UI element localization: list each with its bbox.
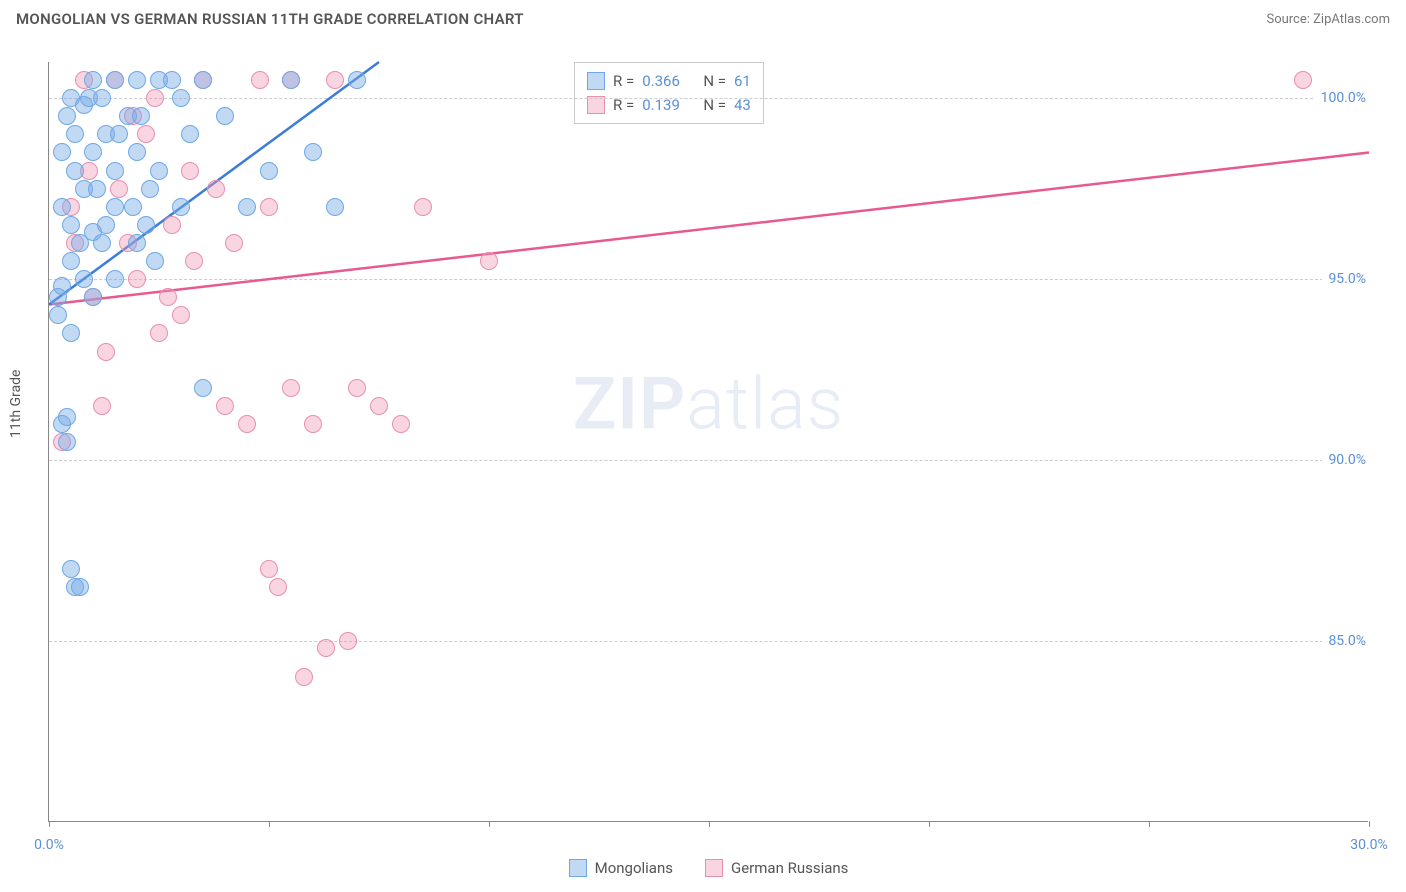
data-point	[97, 343, 115, 361]
data-point	[348, 379, 366, 397]
data-point	[53, 277, 71, 295]
chart-container: 11th Grade ZIPatlas R = 0.366 N = 61 R =…	[0, 38, 1406, 892]
data-point	[66, 125, 84, 143]
data-point	[304, 415, 322, 433]
chart-title: MONGOLIAN VS GERMAN RUSSIAN 11TH GRADE C…	[16, 10, 524, 28]
data-point	[181, 125, 199, 143]
data-point	[84, 143, 102, 161]
data-point	[58, 408, 76, 426]
series-legend: Mongolians German Russians	[49, 859, 1368, 877]
legend-item-mongolians: Mongolians	[569, 859, 673, 877]
data-point	[181, 162, 199, 180]
source-attribution: Source: ZipAtlas.com	[1266, 12, 1390, 27]
legend-item-german-russians: German Russians	[705, 859, 848, 877]
data-point	[251, 71, 269, 89]
data-point	[132, 107, 150, 125]
data-point	[141, 180, 159, 198]
data-point	[392, 415, 410, 433]
data-point	[71, 578, 89, 596]
data-point	[260, 560, 278, 578]
data-point	[110, 125, 128, 143]
data-point	[106, 71, 124, 89]
data-point	[150, 324, 168, 342]
data-point	[194, 379, 212, 397]
data-point	[225, 234, 243, 252]
data-point	[128, 270, 146, 288]
data-point	[163, 216, 181, 234]
data-point	[194, 71, 212, 89]
data-point	[128, 143, 146, 161]
data-point	[137, 125, 155, 143]
data-point	[172, 198, 190, 216]
data-point	[106, 162, 124, 180]
data-point	[172, 89, 190, 107]
data-point	[66, 162, 84, 180]
data-point	[128, 234, 146, 252]
data-point	[172, 306, 190, 324]
data-point	[146, 252, 164, 270]
data-point	[414, 198, 432, 216]
data-point	[207, 180, 225, 198]
legend-swatch-icon	[569, 859, 587, 877]
data-point	[238, 198, 256, 216]
x-tick-label: 30.0%	[1350, 837, 1388, 853]
data-point	[216, 397, 234, 415]
legend-swatch-icon	[705, 859, 723, 877]
data-point	[146, 89, 164, 107]
data-point	[282, 71, 300, 89]
data-point	[150, 162, 168, 180]
data-point	[370, 397, 388, 415]
data-point	[1294, 71, 1312, 89]
data-point	[238, 415, 256, 433]
data-point	[106, 198, 124, 216]
data-point	[260, 162, 278, 180]
data-point	[62, 324, 80, 342]
data-point	[480, 252, 498, 270]
data-point	[97, 216, 115, 234]
data-point	[88, 180, 106, 198]
data-point	[58, 107, 76, 125]
data-point	[185, 252, 203, 270]
data-point	[295, 668, 313, 686]
data-point	[80, 89, 98, 107]
data-point	[339, 632, 357, 650]
data-point	[159, 288, 177, 306]
data-point	[49, 306, 67, 324]
data-point	[62, 216, 80, 234]
data-point	[124, 198, 142, 216]
plot-area: ZIPatlas R = 0.366 N = 61 R = 0.139 N = …	[48, 62, 1368, 822]
data-point	[304, 143, 322, 161]
trend-lines	[49, 62, 1369, 822]
chart-header: MONGOLIAN VS GERMAN RUSSIAN 11TH GRADE C…	[0, 0, 1406, 34]
data-point	[326, 198, 344, 216]
data-point	[282, 379, 300, 397]
data-point	[75, 270, 93, 288]
data-point	[137, 216, 155, 234]
data-point	[110, 180, 128, 198]
data-point	[62, 252, 80, 270]
data-point	[53, 198, 71, 216]
data-point	[128, 71, 146, 89]
x-tick-mark	[1369, 821, 1370, 827]
data-point	[317, 639, 335, 657]
data-point	[260, 198, 278, 216]
x-tick-label: 0.0%	[34, 837, 64, 853]
y-axis-label: 11th Grade	[8, 370, 24, 438]
data-point	[84, 71, 102, 89]
data-point	[58, 433, 76, 451]
data-point	[62, 560, 80, 578]
data-point	[163, 71, 181, 89]
data-point	[269, 578, 287, 596]
data-point	[106, 270, 124, 288]
data-point	[93, 397, 111, 415]
data-point	[216, 107, 234, 125]
data-point	[348, 71, 366, 89]
data-point	[53, 143, 71, 161]
data-point	[93, 234, 111, 252]
data-point	[326, 71, 344, 89]
data-point	[84, 288, 102, 306]
